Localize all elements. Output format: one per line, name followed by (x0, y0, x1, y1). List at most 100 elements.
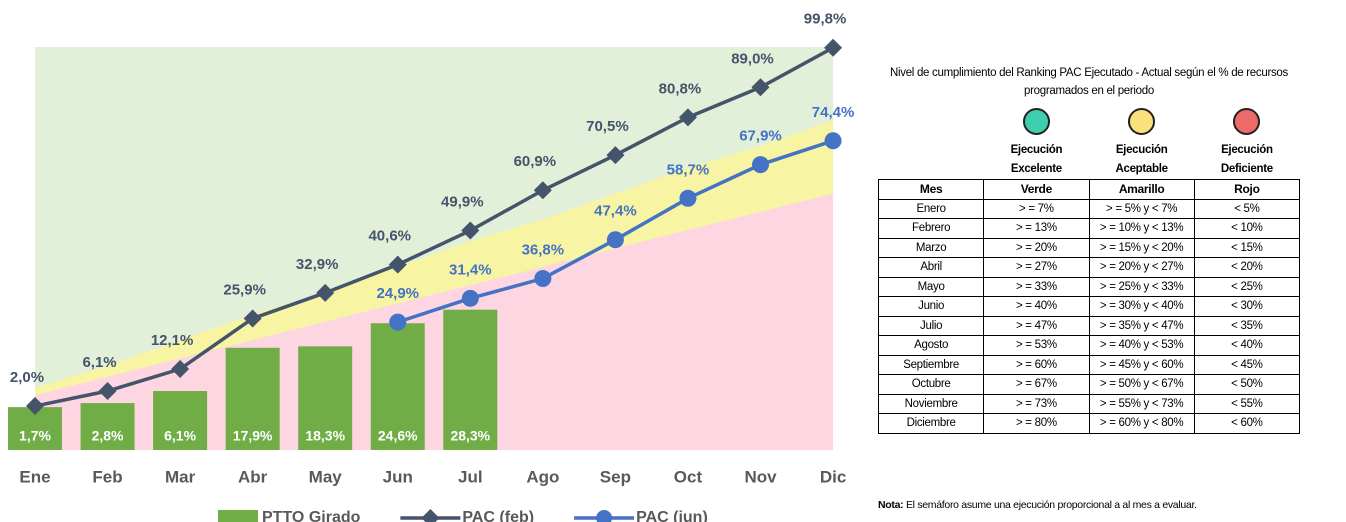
level-header: Ejecución Excelente (984, 108, 1089, 180)
table-row: Octubre > = 67% > = 50% y < 67% < 50% (877, 374, 1301, 395)
column-header: Mes (877, 179, 985, 200)
x-tick-label: Dic (820, 467, 846, 486)
table-cell: > = 67% (983, 374, 1090, 395)
table-row: Diciembre > = 80% > = 60% y < 80% < 60% (877, 413, 1301, 434)
marker (461, 289, 479, 307)
bar (225, 347, 280, 450)
table-cell: > = 60% (983, 354, 1090, 375)
bar-label: 6,1% (164, 428, 196, 444)
marker (98, 382, 117, 401)
data-label: 60,9% (514, 153, 557, 170)
status-light (1128, 108, 1156, 135)
table-cell: Febrero (877, 218, 985, 239)
x-tick-label: Jul (458, 467, 483, 486)
bar-label: 18,3% (305, 428, 345, 444)
data-label: 47,4% (594, 203, 637, 220)
level-header: Ejecución Deficiente (1194, 108, 1299, 180)
x-tick-label: Sep (600, 467, 631, 486)
column-header: Verde (983, 179, 1090, 200)
table-cell: > = 7% (983, 198, 1090, 219)
legend-label: PAC (feb) (462, 509, 534, 522)
spacer (879, 108, 984, 180)
table-cell: < 15% (1193, 237, 1301, 258)
table-row: Agosto > = 53% > = 40% y < 53% < 40% (877, 335, 1301, 356)
marker (533, 181, 552, 200)
x-tick-label: Jun (383, 467, 413, 486)
x-tick-label: Ene (19, 467, 50, 486)
marker (679, 189, 697, 207)
table-row: Julio > = 47% > = 35% y < 47% < 35% (877, 315, 1301, 336)
bar (370, 323, 425, 450)
marker (243, 309, 262, 328)
data-label: 6,1% (82, 354, 116, 371)
table-cell: > = 33% (983, 276, 1090, 297)
bar-label: 2,8% (92, 428, 124, 444)
marker (389, 313, 407, 331)
table-row: Mayo > = 33% > = 25% y < 33% < 25% (877, 276, 1301, 297)
table-cell: < 40% (1193, 335, 1301, 356)
bar (443, 309, 498, 450)
bar (80, 403, 135, 450)
level-label: Ejecución Deficiente (1220, 144, 1273, 175)
bar (298, 346, 353, 450)
table-cell: > = 13% (983, 218, 1090, 239)
table-cell: > = 60% y < 80% (1088, 413, 1195, 434)
table-cell: > = 55% y < 73% (1088, 393, 1195, 414)
table-cell: > = 40% y < 53% (1088, 335, 1195, 356)
table-row: Septiembre > = 60% > = 45% y < 60% < 45% (877, 354, 1301, 375)
legend-swatch (421, 509, 440, 522)
table-cell: Septiembre (877, 354, 985, 375)
table-cell: Agosto (877, 335, 985, 356)
data-label: 40,6% (368, 228, 411, 245)
table-row: Junio > = 40% > = 30% y < 40% < 30% (877, 296, 1301, 317)
table-row: Abril > = 27% > = 20% y < 27% < 20% (877, 257, 1301, 278)
threshold-table: Ejecución Excelente Ejecución Aceptable Ej… (877, 108, 1301, 434)
marker (824, 132, 842, 150)
table-cell: > = 80% (983, 413, 1090, 434)
table-cell: < 10% (1193, 218, 1301, 239)
table-row: Enero > = 7% > = 5% y < 7% < 5% (877, 198, 1301, 219)
legend-label: PAC (jun) (636, 509, 708, 522)
x-tick-label: Feb (92, 467, 122, 486)
marker (461, 221, 480, 240)
x-tick-label: Mar (165, 467, 196, 486)
legend-panel: Nivel de cumplimiento del Ranking PAC Ej… (877, 64, 1301, 434)
table-cell: < 5% (1193, 198, 1301, 219)
column-header: Amarillo (1088, 179, 1195, 200)
data-label: 49,9% (441, 194, 484, 211)
table-cell: > = 53% (983, 335, 1090, 356)
table-cell: Diciembre (877, 413, 985, 434)
note: Nota: El semáforo asume una ejecución pr… (878, 499, 1197, 511)
x-tick-label: Nov (744, 467, 777, 486)
table-cell: > = 25% y < 33% (1088, 276, 1195, 297)
x-tick-label: Abr (238, 467, 268, 486)
table-cell: Enero (877, 198, 985, 219)
table-cell: Junio (877, 296, 985, 317)
marker (388, 255, 407, 274)
note-text: El semáforo asume una ejecución proporci… (905, 499, 1197, 511)
bar-label: 28,3% (450, 428, 490, 444)
data-label: 74,4% (812, 104, 855, 121)
marker (678, 108, 697, 127)
table-cell: > = 45% y < 60% (1088, 354, 1195, 375)
table-cell: > = 15% y < 20% (1088, 237, 1195, 258)
table-row: Febrero > = 13% > = 10% y < 13% < 10% (877, 218, 1301, 239)
x-tick-label: Ago (526, 467, 559, 486)
data-label: 99,8% (804, 11, 847, 28)
data-label: 67,9% (739, 128, 782, 145)
table-cell: > = 20% y < 27% (1088, 257, 1195, 278)
table-cell: < 50% (1193, 374, 1301, 395)
table-cell: > = 27% (983, 257, 1090, 278)
data-label: 36,8% (522, 242, 565, 259)
data-label: 70,5% (586, 118, 629, 135)
table-cell: > = 35% y < 47% (1088, 315, 1195, 336)
legend-swatch (218, 510, 258, 522)
data-label: 25,9% (223, 281, 266, 298)
table-cell: Marzo (877, 237, 985, 258)
table-cell: Abril (877, 257, 985, 278)
marker (534, 270, 552, 288)
line (34, 46, 834, 408)
marker (316, 283, 335, 302)
x-tick-label: May (309, 467, 343, 486)
